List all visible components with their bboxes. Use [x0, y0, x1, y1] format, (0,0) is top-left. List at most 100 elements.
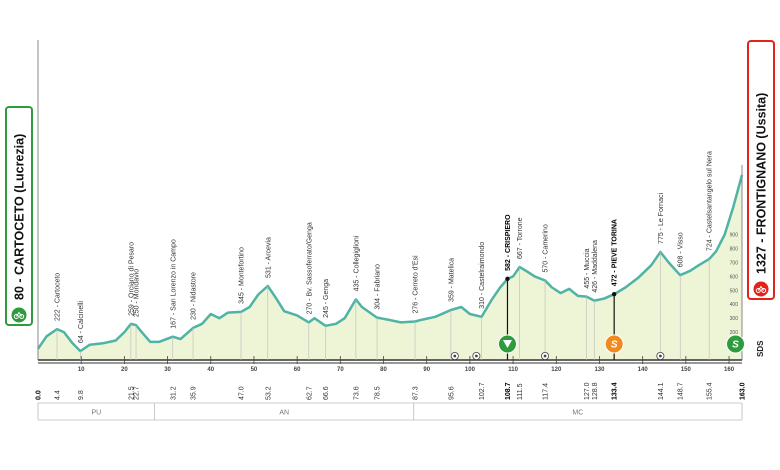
y-tick-label: 800 — [730, 246, 739, 252]
y-tick-label: 700 — [730, 260, 739, 266]
x-tick-label: 90 — [423, 367, 430, 373]
place-dot — [505, 276, 510, 282]
km-label: 66.6 — [323, 386, 330, 400]
place-label: 64 - Calcinelli — [78, 301, 85, 343]
x-tick-label: 100 — [465, 367, 476, 373]
small-road-icon-dot — [543, 354, 547, 358]
place-label: 455 - Muccia — [584, 248, 591, 288]
place-label: 259 - Orciano di Pesaro — [128, 242, 135, 316]
x-tick-label: 110 — [508, 367, 518, 373]
profile-area — [38, 175, 742, 360]
km-label: 87.3 — [413, 386, 420, 400]
place-label: 724 - Castelsantangelo sul Nera — [707, 151, 714, 251]
gpm-triangle-icon — [502, 340, 512, 348]
place-label: 570 - Camerino — [543, 224, 550, 272]
km-label: 78.5 — [375, 386, 382, 400]
km-label: 53.2 — [265, 386, 272, 400]
y-tick-label: 200 — [730, 330, 739, 336]
small-road-icon-dot — [474, 354, 478, 358]
km-label: 21.5 — [128, 386, 135, 400]
x-tick-label: 20 — [121, 367, 128, 373]
x-tick-label: 130 — [594, 367, 605, 373]
place-label: 531 - Arcevia — [265, 237, 272, 278]
place-label: 359 - Matelica — [448, 258, 455, 302]
start-badge-bike-wheel — [19, 314, 25, 319]
km-label: 62.7 — [306, 386, 313, 400]
place-label: 310 - Castelraimondo — [479, 242, 486, 309]
place-label: 472 - PIEVE TORINA — [612, 219, 619, 286]
y-tick-label: 900 — [730, 233, 739, 239]
x-tick-label: 60 — [294, 367, 301, 373]
sprint-marker — [604, 334, 624, 354]
km-label: 128.8 — [592, 382, 599, 400]
place-label: 435 - Collegiglioni — [353, 235, 360, 291]
x-tick-label: 80 — [380, 367, 387, 373]
place-label: 250 - Mondavio — [134, 269, 141, 317]
finish-badge-bike-frame — [757, 285, 765, 291]
sprint-glyph: S — [611, 340, 618, 351]
y-tick-label: 400 — [730, 302, 739, 308]
km-label: 31.2 — [170, 386, 177, 400]
y-tick-label: 300 — [730, 316, 739, 322]
place-label: 345 - Montefortino — [238, 247, 245, 304]
profile-line — [36, 174, 744, 353]
y-tick-label: 600 — [730, 274, 739, 280]
finish-gpm-marker — [726, 334, 746, 354]
x-tick-label: 70 — [337, 367, 344, 373]
x-tick-label: 120 — [551, 367, 562, 373]
km-label: 9.8 — [78, 390, 85, 400]
region-label: MC — [572, 410, 583, 417]
x-tick-label: 30 — [164, 367, 171, 373]
finish-badge-bike-icon — [753, 281, 769, 297]
place-label: 167 - San Lorenzo in Campo — [170, 239, 177, 329]
km-label: 95.6 — [448, 386, 455, 400]
region-label: PU — [91, 410, 101, 417]
km-label: 155.4 — [707, 382, 714, 400]
km-label: 47.0 — [238, 386, 245, 400]
place-label: 582 - CRISPIERO — [505, 214, 512, 271]
x-tick-label: 40 — [207, 367, 214, 373]
finish-badge-label: 1327 - FRONTIGNANO (Ussita) — [755, 93, 769, 274]
x-tick-label: 140 — [638, 367, 649, 373]
small-road-icon-dot — [453, 354, 457, 358]
x-tick-label: 160 — [724, 367, 735, 373]
km-label: 144.1 — [658, 382, 665, 400]
km-label: 0.0 — [36, 390, 43, 400]
finish-gpm-glyph: S — [732, 340, 739, 351]
place-label: 304 - Fabriano — [375, 264, 382, 310]
finish-badge-bike-wheel — [761, 288, 767, 293]
brand-sds: SDS — [756, 340, 765, 357]
region-label: AN — [279, 410, 289, 417]
place-label: 270 - Bv. Sassoferrato/Genga — [306, 222, 313, 314]
km-label: 148.7 — [678, 382, 685, 400]
start-badge-bike-icon — [11, 307, 27, 323]
km-label: 102.7 — [479, 382, 486, 400]
x-tick-label: 50 — [251, 367, 258, 373]
place-label: 775 - Le Fornaci — [658, 193, 665, 244]
km-label: 127.0 — [584, 382, 591, 400]
y-tick-label: 500 — [730, 288, 739, 294]
place-label: 667 - Torrone — [517, 217, 524, 259]
place-label: 608 - Visso — [678, 232, 685, 267]
start-badge-box — [5, 106, 33, 326]
x-tick-label: 10 — [78, 367, 85, 373]
finish-badge-bike-wheel — [755, 288, 761, 293]
x-tick-label: 150 — [681, 367, 692, 373]
km-label: 73.6 — [353, 386, 360, 400]
start-badge-bike-frame — [15, 311, 23, 317]
start-badge-label: 80 - CARTOCETO (Lucrezia) — [13, 134, 27, 300]
km-label: 163.0 — [740, 382, 747, 400]
km-label: 35.9 — [191, 386, 198, 400]
small-road-icon-dot — [658, 354, 662, 358]
km-label: 4.4 — [55, 390, 62, 400]
km-label: 117.4 — [543, 383, 550, 400]
place-label: 230 - Nidastore — [191, 272, 198, 320]
km-label: 22.7 — [134, 386, 141, 400]
place-label: 426 - Maddalena — [592, 240, 599, 293]
place-label: 276 - Cerreto d'Esi — [413, 255, 420, 314]
place-label: 222 - Cartoceto — [55, 273, 62, 321]
km-label: 108.7 — [505, 382, 512, 400]
start-badge-bike-wheel — [13, 314, 19, 319]
